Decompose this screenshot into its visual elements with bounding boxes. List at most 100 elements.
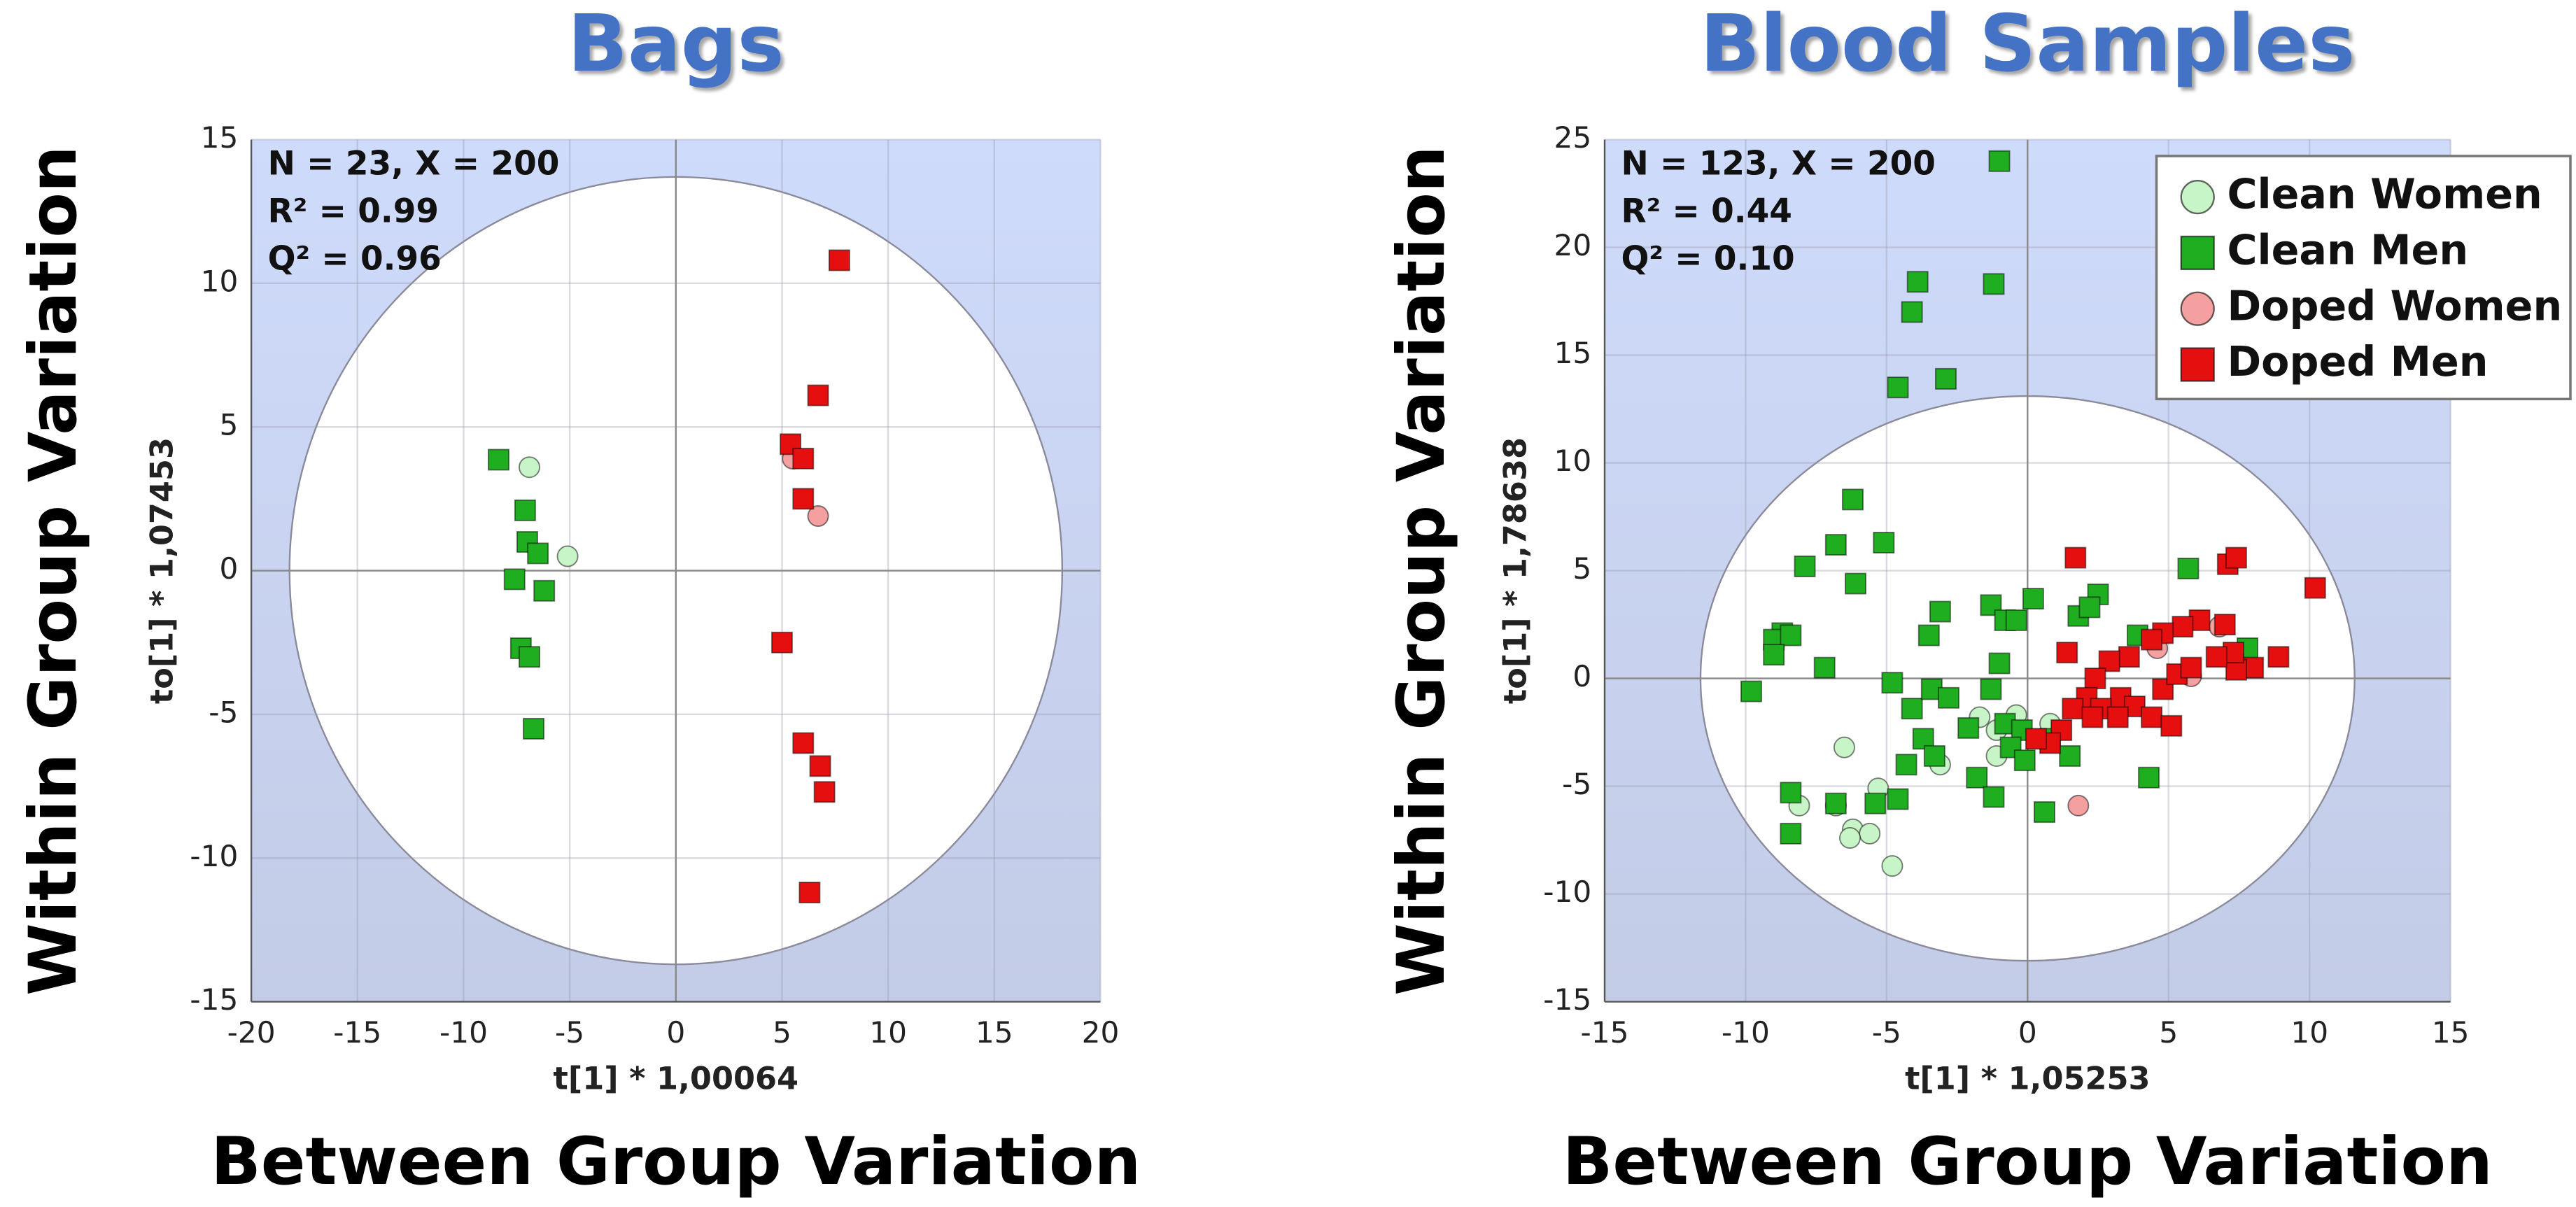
point — [2267, 646, 2290, 668]
point — [2067, 794, 2090, 817]
annotation: N = 23, X = 200 — [268, 145, 560, 183]
point — [792, 447, 815, 470]
y-tick-label: -5 — [209, 695, 238, 729]
x-tick-label: -20 — [227, 1015, 276, 1050]
point — [1887, 376, 1909, 399]
point — [807, 505, 829, 528]
point — [798, 882, 821, 904]
y-axis-label: to[1] * 1,78638 — [1498, 437, 1534, 704]
point — [1906, 271, 1929, 293]
y-tick-label: 15 — [1554, 336, 1591, 370]
chart-title: Blood Samples — [1700, 0, 2355, 90]
legend-marker — [2180, 179, 2215, 215]
y-tick-label: 15 — [201, 120, 239, 155]
point — [1917, 624, 1940, 647]
point — [1824, 534, 1847, 556]
point — [828, 249, 850, 271]
point — [1740, 680, 1762, 703]
x-tick-label: -10 — [1722, 1015, 1770, 1050]
point — [1845, 572, 1867, 595]
x-tick-label: -5 — [555, 1015, 584, 1050]
annotation: Q² = 0.10 — [1621, 240, 1794, 278]
y-tick-label: 5 — [1572, 551, 1591, 586]
x-tick-label: 15 — [2432, 1015, 2470, 1050]
point — [2304, 577, 2326, 599]
x-tick-label: 5 — [773, 1015, 791, 1050]
legend-marker — [2180, 235, 2215, 271]
point — [2106, 706, 2129, 728]
point — [2022, 588, 2044, 610]
legend-label: Doped Men — [2227, 338, 2488, 386]
point — [2177, 557, 2200, 579]
point — [1957, 717, 1980, 739]
point — [533, 579, 556, 602]
y-tick-label: 0 — [219, 551, 238, 586]
point — [2141, 706, 2163, 728]
point — [1934, 367, 1957, 390]
point — [2005, 609, 2027, 631]
point — [1833, 736, 1855, 758]
point — [1763, 644, 1785, 666]
point — [1966, 766, 1988, 789]
x-tick-label: 20 — [1082, 1015, 1120, 1050]
legend-marker — [2180, 291, 2215, 326]
point — [807, 384, 829, 407]
point — [1881, 855, 1903, 877]
point — [1983, 273, 2005, 295]
y-tick-label: -10 — [1543, 875, 1591, 909]
point — [2225, 546, 2247, 569]
group-x-label: Between Group Variation — [211, 1124, 1141, 1200]
annotation: R² = 0.44 — [1621, 192, 1792, 231]
point — [2013, 749, 2036, 772]
point — [1980, 678, 2002, 700]
point — [2062, 698, 2084, 720]
y-tick-label: 0 — [1572, 659, 1591, 693]
x-tick-label: 15 — [976, 1015, 1013, 1050]
point — [2064, 546, 2087, 569]
x-tick-label: 0 — [2018, 1015, 2037, 1050]
point — [503, 568, 526, 591]
point — [2160, 714, 2183, 737]
point — [556, 545, 579, 567]
x-tick-label: -5 — [1872, 1015, 1901, 1050]
point — [2180, 656, 2202, 679]
point — [488, 449, 509, 471]
x-tick-label: -10 — [439, 1015, 488, 1050]
point — [514, 499, 536, 521]
group-y-label: Within Group Variation — [1384, 146, 1460, 996]
point — [519, 456, 540, 479]
legend: Clean Women Clean Men Doped Women Doped Men — [2155, 155, 2572, 401]
point — [1813, 656, 1836, 679]
y-tick-label: -10 — [190, 839, 238, 873]
point — [1895, 754, 1917, 776]
point — [1839, 827, 1861, 849]
legend-box — [2155, 155, 2572, 401]
point — [1887, 788, 1909, 810]
point — [1938, 686, 1960, 709]
point — [770, 631, 793, 654]
point — [1901, 301, 1923, 323]
point — [1780, 624, 1802, 647]
x-axis-label: t[1] * 1,00064 — [554, 1060, 798, 1096]
point — [1824, 792, 1847, 814]
y-tick-label: -5 — [1562, 767, 1591, 801]
x-tick-label: 10 — [2290, 1015, 2328, 1050]
legend-label: Clean Women — [2227, 171, 2542, 218]
point — [2078, 596, 2101, 619]
y-tick-label: 10 — [1554, 444, 1591, 478]
annotation: R² = 0.99 — [268, 192, 439, 231]
y-tick-label: 20 — [1554, 228, 1591, 262]
point — [2172, 616, 2194, 638]
point — [2025, 728, 2047, 750]
x-tick-label: -15 — [333, 1015, 381, 1050]
y-tick-label: 25 — [1554, 120, 1591, 155]
point — [1923, 744, 1945, 767]
y-tick-label: 5 — [219, 408, 238, 442]
point — [1988, 150, 2011, 172]
point — [1842, 488, 1864, 511]
point — [1929, 600, 1951, 623]
point — [1901, 698, 1923, 720]
y-tick-label: -15 — [190, 982, 238, 1017]
point — [2213, 614, 2236, 636]
chart-title: Bags — [568, 0, 784, 90]
